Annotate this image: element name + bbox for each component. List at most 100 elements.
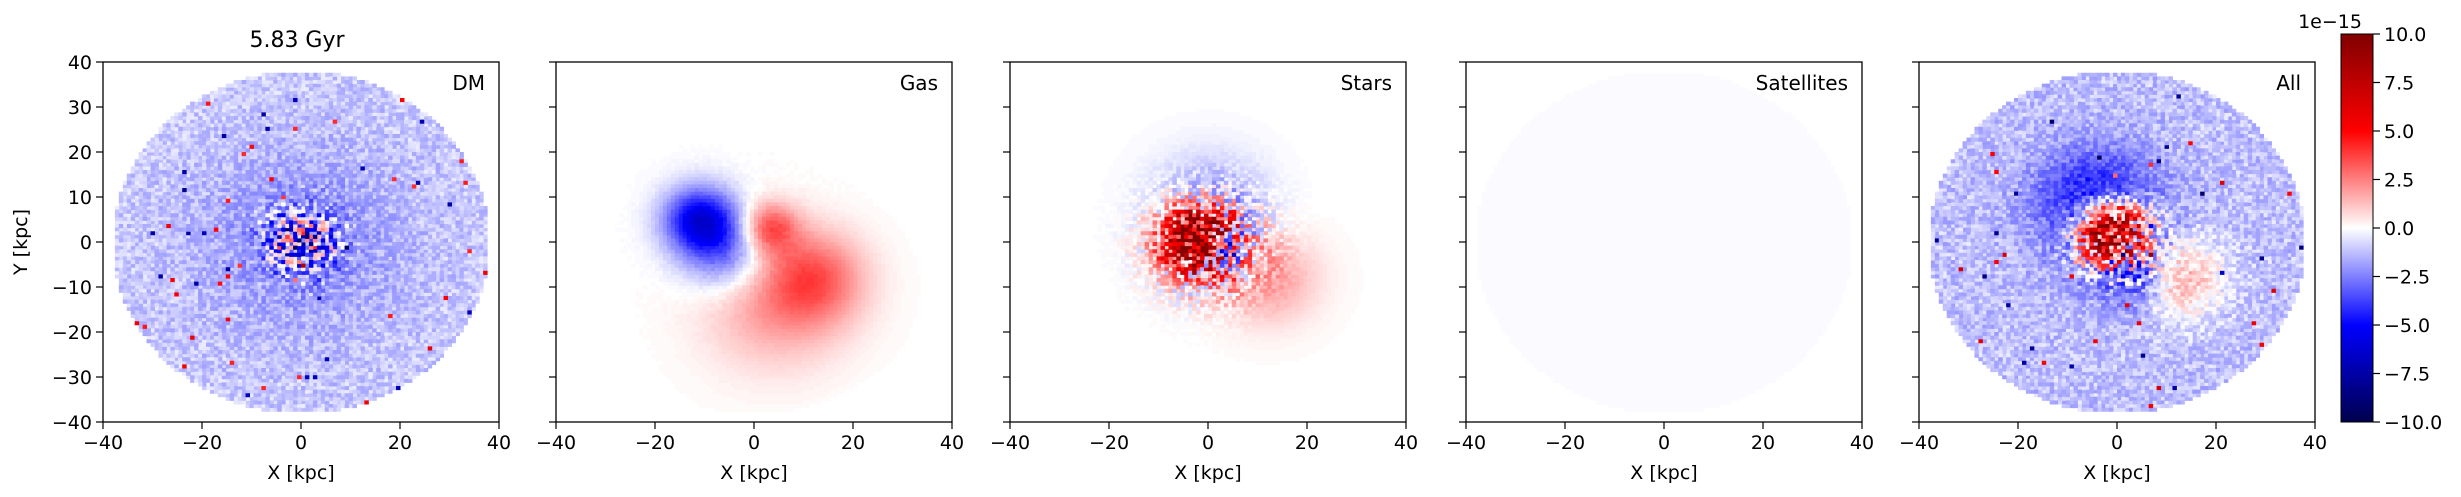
heatmap-cell-group	[2120, 231, 2134, 265]
heatmap-cell-group	[1231, 252, 1237, 257]
heatmap-cell-group	[698, 231, 704, 236]
heatmap-cell-group	[1112, 134, 1296, 322]
heatmap-cell-group	[2097, 220, 2126, 239]
heatmap-cell-group	[293, 238, 326, 268]
colorbar-tick-label: 7.5	[2384, 73, 2414, 95]
y-tick-label: 20	[68, 142, 92, 164]
heatmap-cell-group	[1200, 252, 1205, 257]
heatmap-cell-group	[2081, 231, 2134, 257]
heatmap-cell-group	[1128, 188, 1320, 326]
x-tick-label: 20	[1295, 432, 1319, 454]
x-tick-label: −20	[1089, 432, 1129, 454]
heatmap-cell-group	[2085, 198, 2241, 344]
heatmap-cell-group	[1172, 245, 1197, 261]
heatmap-cell-group	[312, 375, 318, 380]
heatmap-cell-group	[769, 227, 822, 297]
heatmap-cell-group	[1192, 249, 1197, 254]
heatmap-cell-group	[2069, 213, 2217, 315]
heatmap-cell-group	[2136, 274, 2142, 279]
panel-satellites: Satellites −40 −20 0 20 40 X [kpc]	[1446, 61, 1874, 484]
heatmap-cell-group	[304, 220, 330, 239]
heatmap-cell-group	[1994, 231, 2146, 265]
heatmap-cell-group	[2124, 224, 2130, 229]
y-tick-label: −30	[52, 367, 92, 389]
heatmap-cell-group	[2089, 231, 2094, 236]
heatmap-cell-group	[2132, 231, 2138, 236]
x-tick-label: 0	[1658, 432, 1670, 454]
heatmap-cell-group	[281, 245, 302, 257]
heatmap-cell-group	[2073, 202, 2162, 268]
heatmap-cell-group	[2124, 220, 2134, 236]
heatmap-cell-group	[2113, 173, 2154, 257]
heatmap-cell-group	[2117, 206, 2142, 218]
heatmap-cell-group	[1994, 231, 1999, 236]
colorbar-tick-label: −2.5	[2384, 267, 2430, 289]
heatmap-cell-group	[1930, 76, 2304, 412]
heatmap-cell-group	[205, 152, 397, 329]
heatmap-cell-group	[1227, 245, 1233, 250]
heatmap-cell-group	[2097, 260, 2118, 272]
heatmap-cell-group	[1235, 260, 1241, 265]
heatmap-cell-group	[2085, 252, 2090, 257]
heatmap-cell-group	[2148, 252, 2154, 257]
heatmap-cell-group	[2136, 263, 2142, 268]
heatmap-cell-group	[662, 188, 739, 272]
heatmap-cell-group	[773, 227, 826, 301]
heatmap-cell-group	[746, 206, 858, 340]
heatmap-cell-group	[738, 202, 862, 344]
heatmap-cell-group	[1235, 224, 1257, 254]
heatmap-cell-group	[694, 213, 715, 236]
heatmap-cells	[567, 72, 941, 412]
heatmap-cell-group	[1164, 195, 1276, 297]
x-tick-label: 0	[748, 432, 760, 454]
heatmap-cell-group	[2299, 245, 2304, 250]
heatmap-cell-group	[1148, 191, 1296, 308]
heatmap-cell-group	[2109, 238, 2130, 254]
heatmap-cell-group	[170, 134, 433, 362]
heatmap-cell-group	[297, 260, 302, 265]
heatmap-cell-group	[797, 278, 814, 290]
heatmap-cell-group	[281, 220, 314, 250]
panels: DM −40 −20 0 20 40 X [kpc] 40 30 20 10 0 −10 −20 −30 −4…	[10, 52, 2327, 484]
heatmap-cell-group	[686, 216, 723, 236]
heatmap-cell-group	[265, 191, 369, 304]
heatmap-cell-group	[1136, 155, 1268, 308]
heatmap-cells	[1930, 72, 2304, 412]
heatmap-cell-group	[1239, 216, 1245, 221]
heatmap-cell-group	[1184, 252, 1189, 257]
heatmap-cell-group	[308, 224, 314, 229]
heatmap-cell-group	[2089, 245, 2094, 250]
x-tick-label: 20	[388, 432, 412, 454]
heatmap-cell-group	[750, 206, 858, 337]
y-tick-label: 10	[68, 187, 92, 209]
panel-label: Gas	[900, 71, 938, 95]
heatmap-cell-group	[114, 72, 488, 409]
colorbar-tick-label: 10.0	[2384, 24, 2426, 46]
heatmap-cell-group	[2117, 252, 2154, 268]
y-tick-label: 40	[68, 52, 92, 74]
heatmap-cell-group	[2259, 256, 2265, 261]
heatmap-cell-group	[2148, 224, 2154, 229]
y-tick-label: −20	[52, 322, 92, 344]
heatmap-cell-group	[2105, 224, 2110, 229]
heatmap-cell-group	[2037, 144, 2169, 297]
heatmap-cell-group	[304, 231, 314, 247]
heatmap-cell-group	[2073, 173, 2106, 200]
heatmap-cell-group	[1176, 267, 1181, 272]
heatmap-cell-group	[1223, 195, 1241, 218]
heatmap-cell-group	[1168, 206, 1233, 286]
x-axis-label: X [kpc]	[1174, 462, 1241, 484]
heatmap-cell-group	[269, 177, 274, 182]
heatmap-cell-group	[277, 238, 282, 243]
heatmap-cell-group	[285, 234, 290, 239]
heatmap-cell-group	[1223, 249, 1229, 254]
x-tick-label: 20	[1751, 432, 1775, 454]
heatmap-cell-group	[2120, 224, 2142, 239]
heatmap-cell-group	[662, 177, 747, 275]
heatmap-cell-group	[1164, 162, 1264, 293]
heatmap-cell-group	[694, 206, 719, 218]
heatmap-cell-group	[1219, 234, 1233, 268]
x-tick-label: −40	[1446, 432, 1486, 454]
heatmap-cell-group	[651, 177, 743, 283]
heatmap-cell-group	[2089, 227, 2094, 232]
